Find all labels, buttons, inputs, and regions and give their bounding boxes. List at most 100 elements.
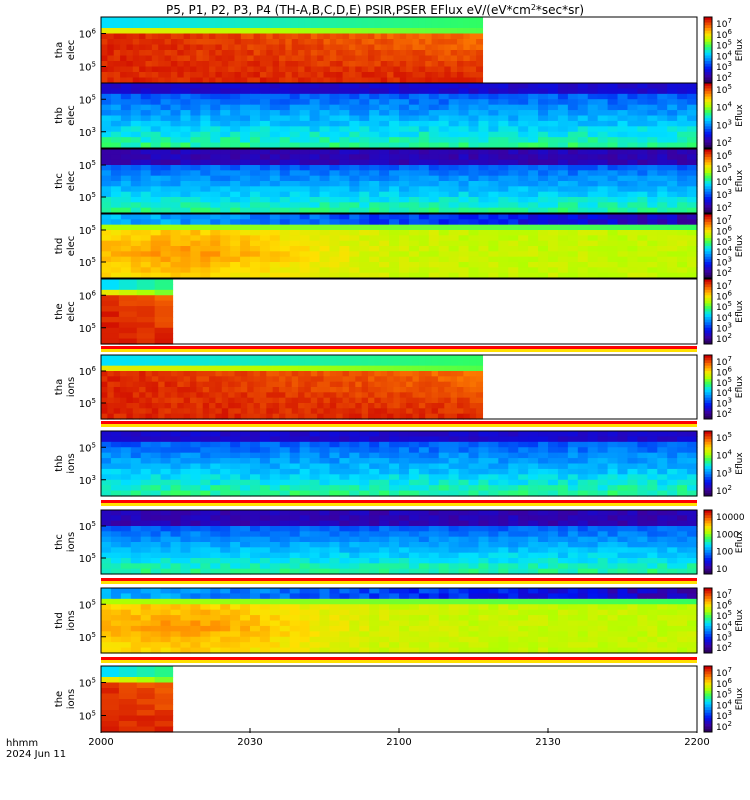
heatmap-cell	[170, 175, 182, 182]
heatmap-cell	[329, 235, 340, 242]
heatmap-cell	[438, 272, 450, 279]
heatmap-cell	[279, 230, 291, 236]
heatmap-cell	[145, 72, 153, 79]
heatmap-cell	[677, 214, 688, 220]
heatmap-cell	[448, 170, 460, 177]
heatmap-cell	[160, 126, 172, 133]
heatmap-cell	[240, 267, 251, 274]
heatmap-cell	[190, 240, 201, 247]
heatmap-cell	[412, 408, 420, 415]
heatmap-cell	[637, 441, 648, 448]
heatmap-cell	[180, 120, 191, 127]
heatmap-cell	[548, 186, 559, 193]
heatmap-cell	[418, 142, 430, 149]
heatmap-cell	[637, 181, 648, 187]
heatmap-cell	[228, 61, 236, 68]
heatmap-cell	[389, 131, 400, 138]
heatmap-cell	[319, 110, 331, 117]
heatmap-cell	[160, 526, 172, 532]
heatmap-cell	[259, 28, 267, 35]
heatmap-cell	[160, 431, 172, 438]
heatmap-cell	[180, 490, 191, 497]
heatmap-cell	[150, 175, 162, 182]
heatmap-cell	[259, 137, 271, 144]
heatmap-cell	[557, 214, 569, 220]
heatmap-cell	[379, 207, 390, 214]
heatmap-cell	[463, 77, 471, 84]
heatmap-cell	[279, 387, 286, 393]
heatmap-cell	[101, 441, 112, 448]
heatmap-cell	[336, 72, 344, 79]
heatmap-cell	[538, 256, 549, 263]
heatmap-cell	[399, 230, 410, 236]
heatmap-cell	[329, 381, 337, 388]
heatmap-cell	[339, 181, 350, 187]
heatmap-cell	[170, 474, 182, 481]
heatmap-cell	[150, 214, 162, 220]
heatmap-cell	[548, 142, 559, 149]
heatmap-cell	[667, 240, 678, 247]
heatmap-cell	[408, 104, 420, 111]
heatmap-cell	[279, 256, 291, 263]
heatmap-cell	[183, 360, 191, 367]
heatmap-cell	[228, 50, 236, 57]
heatmap-cell	[647, 458, 658, 465]
heatmap-cell	[418, 526, 430, 532]
heatmap-cell	[528, 246, 539, 252]
heatmap-cell	[130, 452, 142, 459]
heatmap-cell	[498, 110, 509, 117]
heatmap-cell	[228, 28, 236, 35]
heatmap-cell	[130, 88, 142, 95]
heatmap-cell	[113, 22, 121, 29]
heatmap-cell	[393, 33, 401, 40]
heatmap-cell	[319, 515, 331, 522]
heatmap-cell	[158, 50, 166, 57]
heatmap-cell	[587, 214, 599, 220]
heatmap-cell	[339, 235, 350, 242]
heatmap-cell	[170, 77, 178, 84]
heatmap-cell	[342, 77, 350, 84]
heatmap-cell	[272, 39, 280, 46]
heatmap-cell	[379, 126, 390, 133]
heatmap-cell	[329, 463, 340, 470]
heatmap-cell	[130, 531, 142, 538]
heatmap-cell	[160, 272, 172, 279]
heatmap-cell	[587, 197, 599, 203]
heatmap-cell	[140, 468, 152, 475]
heatmap-cell	[538, 110, 549, 117]
heatmap-cell	[310, 77, 318, 84]
heatmap-cell	[158, 387, 166, 393]
heatmap-cell	[518, 463, 529, 470]
heatmap-cell	[518, 441, 529, 448]
heatmap-cell	[220, 219, 231, 226]
heatmap-cell	[250, 267, 261, 274]
heatmap-cell	[380, 381, 388, 388]
heatmap-cell	[150, 110, 162, 117]
heatmap-cell	[428, 181, 440, 187]
heatmap-cell	[587, 154, 599, 161]
heatmap-cell	[508, 99, 519, 106]
heatmap-cell	[259, 458, 271, 465]
heatmap-cell	[408, 436, 420, 443]
heatmap-cell	[508, 515, 519, 522]
heatmap-cell	[557, 474, 569, 481]
heatmap-cell	[349, 536, 360, 543]
heatmap-cell	[240, 408, 248, 415]
heatmap-cell	[607, 154, 619, 161]
heatmap-cell	[687, 115, 698, 122]
heatmap-cell	[389, 490, 400, 497]
heatmap-cell	[438, 531, 450, 538]
heatmap-cell	[647, 531, 658, 538]
heatmap-cell	[399, 99, 410, 106]
heatmap-cell	[164, 403, 172, 409]
heatmap-cell	[289, 436, 301, 443]
heatmap-cell	[319, 191, 331, 198]
heatmap-cell	[240, 50, 248, 57]
heatmap-cell	[120, 510, 132, 516]
heatmap-cell	[488, 219, 499, 226]
heatmap-cell	[597, 490, 609, 497]
heatmap-cell	[230, 251, 241, 258]
heatmap-cell	[389, 159, 400, 166]
